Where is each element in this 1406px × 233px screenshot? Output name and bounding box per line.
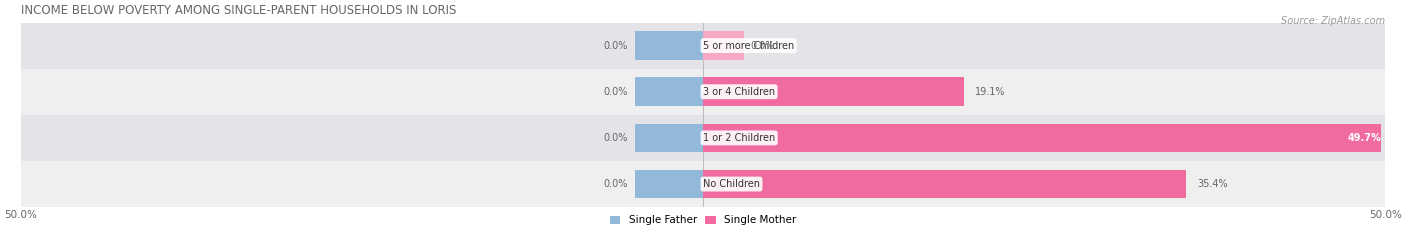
Text: 0.0%: 0.0% <box>603 41 628 51</box>
Text: INCOME BELOW POVERTY AMONG SINGLE-PARENT HOUSEHOLDS IN LORIS: INCOME BELOW POVERTY AMONG SINGLE-PARENT… <box>21 4 456 17</box>
Text: 5 or more Children: 5 or more Children <box>703 41 794 51</box>
Text: 49.7%: 49.7% <box>1347 133 1381 143</box>
Text: Source: ZipAtlas.com: Source: ZipAtlas.com <box>1281 16 1385 26</box>
Bar <box>21 23 1385 69</box>
Text: 0.0%: 0.0% <box>603 179 628 189</box>
Bar <box>21 115 1385 161</box>
Text: 0.0%: 0.0% <box>603 87 628 97</box>
Text: 0.0%: 0.0% <box>603 133 628 143</box>
Bar <box>21 161 1385 207</box>
Bar <box>634 123 703 152</box>
Text: 19.1%: 19.1% <box>974 87 1005 97</box>
Bar <box>703 170 1187 198</box>
Bar <box>634 77 703 106</box>
Legend: Single Father, Single Mother: Single Father, Single Mother <box>606 211 800 230</box>
Bar <box>703 31 744 60</box>
Bar <box>703 123 1381 152</box>
Text: 0.0%: 0.0% <box>751 41 775 51</box>
Bar <box>634 31 703 60</box>
Text: 3 or 4 Children: 3 or 4 Children <box>703 87 775 97</box>
Bar <box>703 77 963 106</box>
Text: No Children: No Children <box>703 179 761 189</box>
Text: 35.4%: 35.4% <box>1197 179 1227 189</box>
Bar <box>634 170 703 198</box>
Text: 1 or 2 Children: 1 or 2 Children <box>703 133 775 143</box>
Bar <box>21 69 1385 115</box>
